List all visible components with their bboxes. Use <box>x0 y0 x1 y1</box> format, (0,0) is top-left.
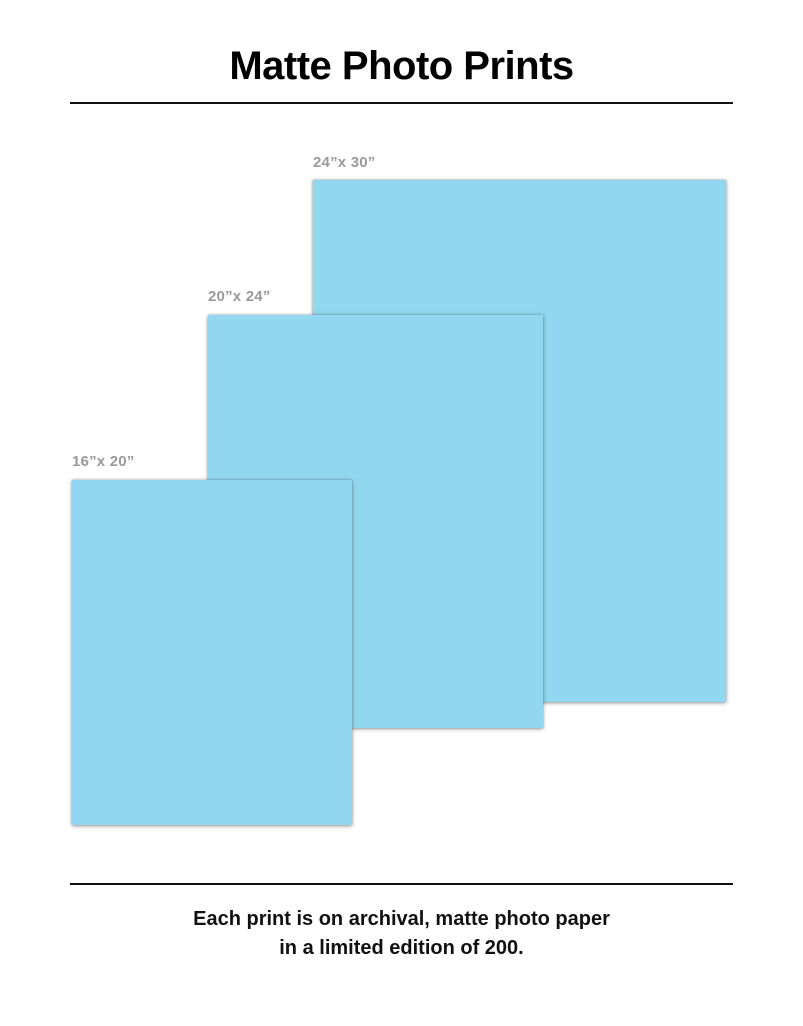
divider-bottom <box>70 883 733 885</box>
size-label-20x24: 20”x 24” <box>208 288 271 305</box>
footer-note-line-2: in a limited edition of 200. <box>279 937 524 959</box>
size-label-16x20: 16”x 20” <box>72 453 135 470</box>
print-swatch-16x20 <box>72 480 352 825</box>
footer-note-line-1: Each print is on archival, matte photo p… <box>193 908 610 930</box>
divider-top <box>70 102 733 104</box>
size-label-24x30: 24”x 30” <box>313 154 376 171</box>
footer-note: Each print is on archival, matte photo p… <box>0 905 803 963</box>
page-title: Matte Photo Prints <box>229 44 574 88</box>
